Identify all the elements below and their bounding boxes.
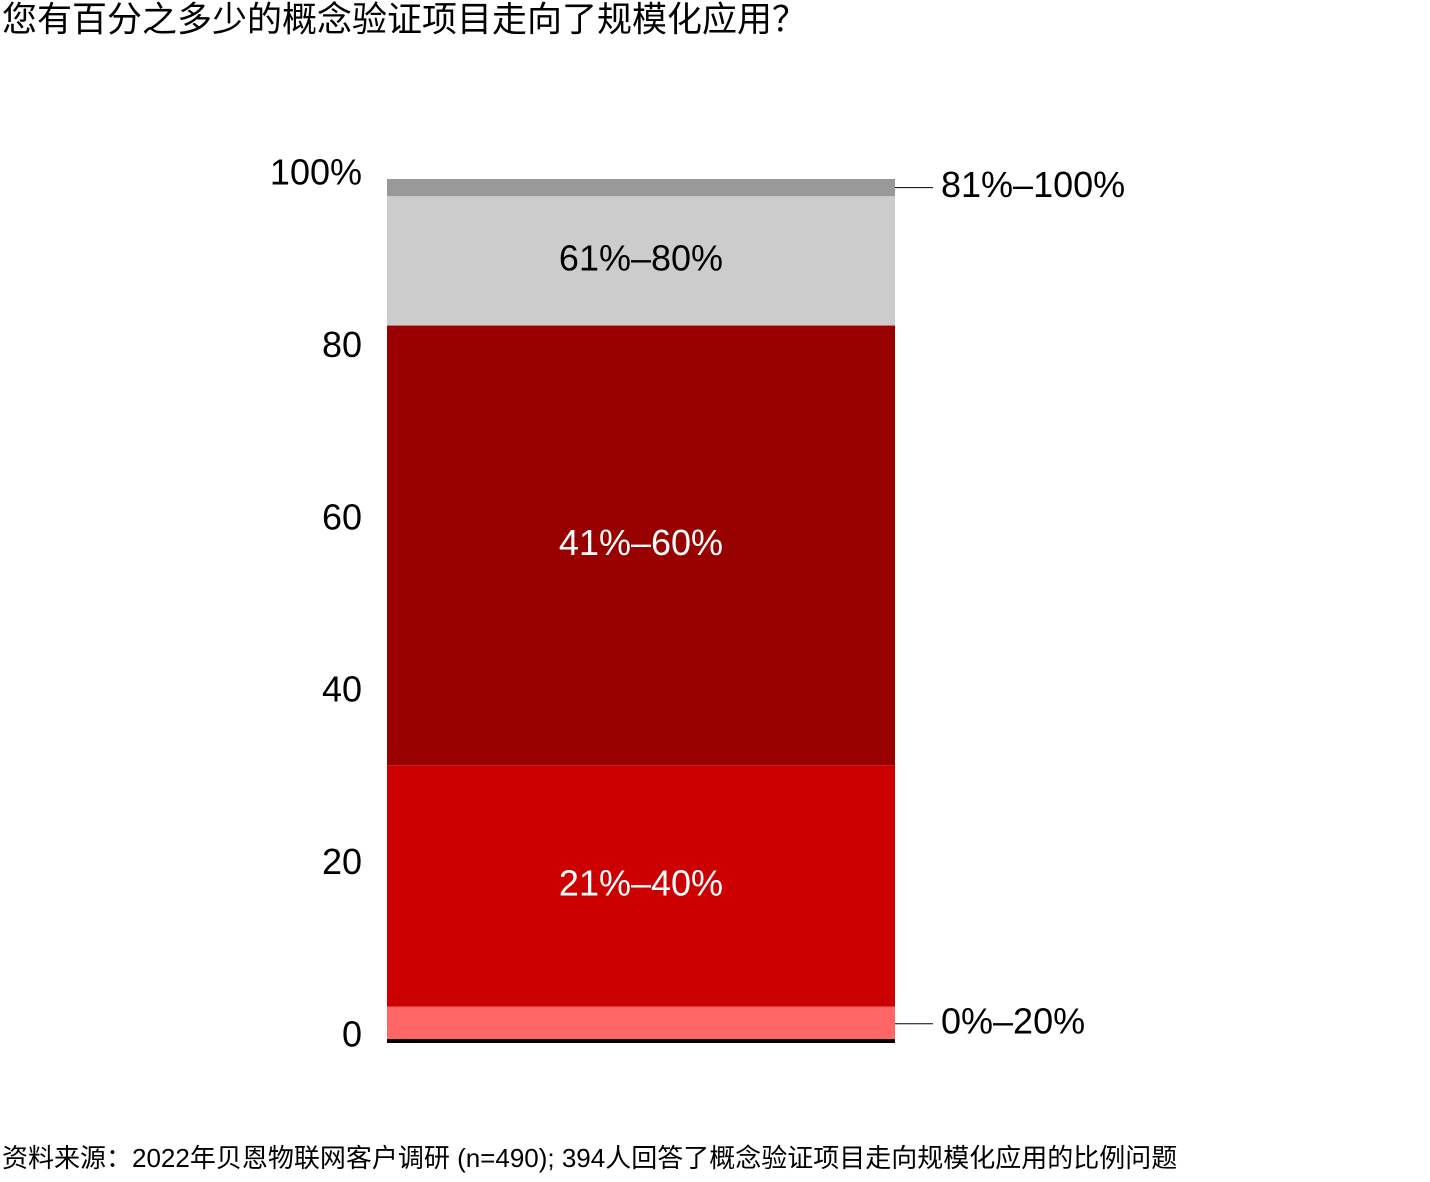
bar-segment [387,1006,895,1041]
y-tick-label: 0 [342,1014,362,1055]
segment-label: 0%–20% [941,1000,1085,1041]
segment-label: 61%–80% [559,237,723,278]
bar-segment [387,196,895,326]
y-tick-label: 100% [270,152,362,193]
y-tick-label: 20 [322,841,362,882]
segment-label: 81%–100% [941,164,1125,205]
segment-label: 41%–60% [559,522,723,563]
y-tick-label: 80 [322,324,362,365]
bar-segment [387,325,895,766]
y-tick-label: 40 [322,669,362,710]
bar-segment [387,179,895,197]
chart-title: 您有百分之多少的概念验证项目走向了规模化应用？ [2,0,807,39]
y-tick-label: 60 [322,496,362,537]
bar-segment [387,765,895,1007]
source-note: 资料来源：2022年贝恩物联网客户调研 (n=490); 394人回答了概念验证… [2,1143,1177,1173]
segment-label: 21%–40% [559,862,723,903]
